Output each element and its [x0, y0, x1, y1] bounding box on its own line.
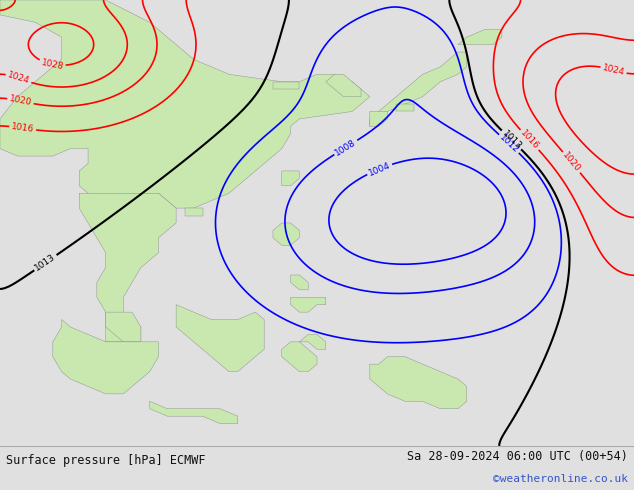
- Text: Sa 28-09-2024 06:00 UTC (00+54): Sa 28-09-2024 06:00 UTC (00+54): [407, 450, 628, 464]
- Polygon shape: [370, 357, 467, 409]
- Text: Surface pressure [hPa] ECMWF: Surface pressure [hPa] ECMWF: [6, 454, 206, 466]
- Polygon shape: [290, 275, 308, 290]
- Text: 1004: 1004: [367, 160, 392, 177]
- Text: 1024: 1024: [602, 63, 626, 77]
- Polygon shape: [326, 74, 361, 97]
- Text: 1024: 1024: [6, 71, 31, 86]
- Polygon shape: [79, 193, 176, 342]
- Text: 1013: 1013: [500, 129, 523, 151]
- Polygon shape: [273, 82, 299, 89]
- Text: 1008: 1008: [333, 138, 358, 157]
- Text: 1012: 1012: [498, 133, 521, 155]
- Text: 1016: 1016: [519, 128, 541, 151]
- Polygon shape: [370, 52, 467, 126]
- Polygon shape: [370, 112, 387, 126]
- Text: 1028: 1028: [40, 58, 65, 71]
- Polygon shape: [106, 312, 141, 342]
- Polygon shape: [0, 0, 370, 208]
- Polygon shape: [299, 335, 326, 349]
- Polygon shape: [290, 297, 326, 312]
- Polygon shape: [185, 208, 202, 216]
- Text: 1020: 1020: [560, 150, 582, 174]
- Text: 1016: 1016: [11, 122, 35, 134]
- Text: ©weatheronline.co.uk: ©weatheronline.co.uk: [493, 474, 628, 484]
- Text: 1020: 1020: [8, 95, 32, 108]
- Polygon shape: [281, 171, 299, 186]
- Polygon shape: [150, 401, 238, 423]
- Text: 1013: 1013: [34, 252, 58, 273]
- Polygon shape: [458, 30, 502, 45]
- Polygon shape: [176, 305, 264, 371]
- Polygon shape: [273, 223, 299, 245]
- Polygon shape: [53, 319, 158, 394]
- Polygon shape: [396, 104, 414, 112]
- Polygon shape: [281, 342, 317, 371]
